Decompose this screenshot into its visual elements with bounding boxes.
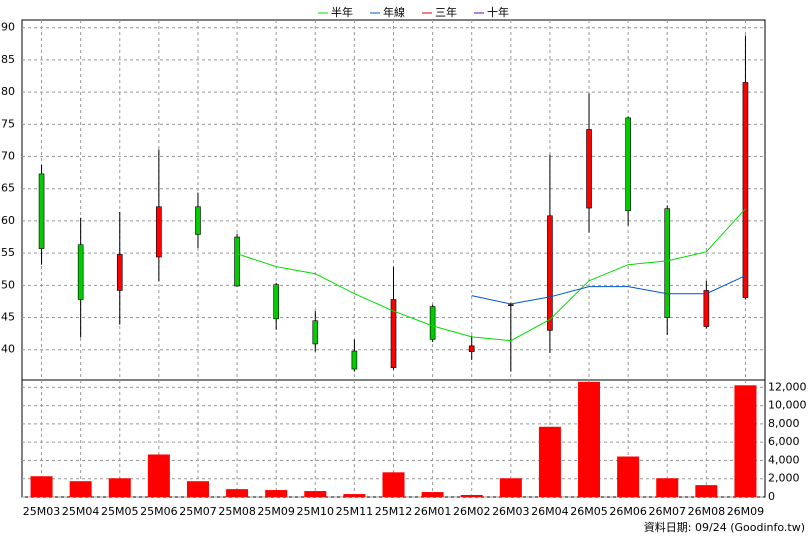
x-tick-label: 25M03: [23, 505, 61, 518]
legend-label: 年線: [383, 5, 405, 19]
x-tick-label: 26M02: [453, 505, 491, 518]
y2-tick-label: 2,000: [768, 472, 800, 485]
candle-body: [625, 117, 631, 211]
y-tick-label: 50: [1, 278, 15, 291]
y-tick-label: 80: [1, 85, 15, 98]
candle-body: [116, 254, 123, 291]
volume-bar: [382, 472, 405, 497]
x-tick-label: 25M07: [179, 505, 217, 518]
volume-bar: [265, 490, 288, 497]
y2-tick-label: 6,000: [768, 435, 800, 448]
volume-bar: [499, 478, 522, 497]
volume-bar: [656, 478, 679, 497]
candle-body: [273, 284, 279, 320]
x-tick-label: 26M08: [688, 505, 726, 518]
candle-body: [429, 306, 436, 340]
legend-label: 三年: [435, 5, 457, 19]
candle-body: [195, 206, 201, 235]
x-tick-label: 25M06: [140, 505, 178, 518]
volume-bar: [304, 491, 327, 497]
x-tick-label: 26M05: [570, 505, 608, 518]
candle-body: [664, 208, 671, 318]
x-tick-label: 26M03: [492, 505, 530, 518]
candle-body: [586, 129, 592, 209]
x-tick-label: 26M09: [727, 505, 765, 518]
candle-body: [390, 299, 397, 369]
x-tick-label: 25M04: [62, 505, 100, 518]
candle-body: [703, 290, 710, 327]
volume-bar: [578, 381, 601, 497]
volume-bar: [734, 385, 757, 497]
y-tick-label: 40: [1, 343, 15, 356]
source-note: 資料日期: 09/24 (Goodinfo.tw): [644, 520, 805, 534]
candle-body: [312, 320, 319, 345]
candle-body: [468, 345, 475, 352]
volume-bar: [147, 454, 170, 497]
x-tick-label: 25M11: [336, 505, 374, 518]
x-tick-label: 26M07: [648, 505, 686, 518]
volume-bar: [460, 494, 483, 497]
volume-bar: [186, 481, 209, 497]
volume-bar: [30, 476, 53, 497]
candle-body: [77, 244, 84, 300]
x-tick-label: 26M01: [414, 505, 452, 518]
x-tick-label: 25M10: [297, 505, 335, 518]
x-tick-label: 26M06: [609, 505, 647, 518]
y-tick-label: 45: [1, 311, 15, 324]
volume-bar: [617, 456, 640, 497]
legend-label: 半年: [331, 5, 353, 19]
x-tick-label: 26M04: [531, 505, 569, 518]
y-tick-label: 55: [1, 246, 15, 259]
ma-line: [471, 275, 746, 305]
y2-tick-label: 4,000: [768, 453, 800, 466]
x-tick-label: 25M05: [101, 505, 139, 518]
volume-bar: [538, 426, 561, 497]
candle-body: [38, 173, 45, 249]
y-tick-label: 90: [1, 21, 15, 34]
volume-bar: [226, 489, 249, 497]
y2-tick-label: 0: [768, 490, 775, 503]
x-tick-label: 25M12: [375, 505, 413, 518]
ma-line: [236, 208, 746, 342]
candle-body: [547, 215, 553, 331]
y-tick-label: 65: [1, 182, 15, 195]
x-tick-label: 25M09: [257, 505, 295, 518]
candle-body: [508, 304, 514, 306]
volume-bar: [695, 485, 718, 497]
y2-tick-label: 8,000: [768, 417, 800, 430]
volume-bar: [69, 481, 92, 497]
candle-body: [351, 350, 358, 370]
volume-bar: [421, 492, 444, 497]
legend-label: 十年: [487, 5, 509, 19]
y-tick-label: 85: [1, 53, 15, 66]
candle-body: [234, 236, 240, 287]
y-tick-label: 75: [1, 117, 15, 130]
y-tick-label: 60: [1, 214, 15, 227]
y-tick-label: 70: [1, 150, 15, 163]
y2-tick-label: 12,000: [768, 380, 807, 393]
volume-bar: [108, 478, 131, 497]
candle-body: [742, 82, 749, 298]
volume-bar: [343, 494, 366, 497]
y2-tick-label: 10,000: [768, 399, 807, 412]
candle-body: [156, 206, 162, 258]
x-tick-label: 25M08: [218, 505, 256, 518]
